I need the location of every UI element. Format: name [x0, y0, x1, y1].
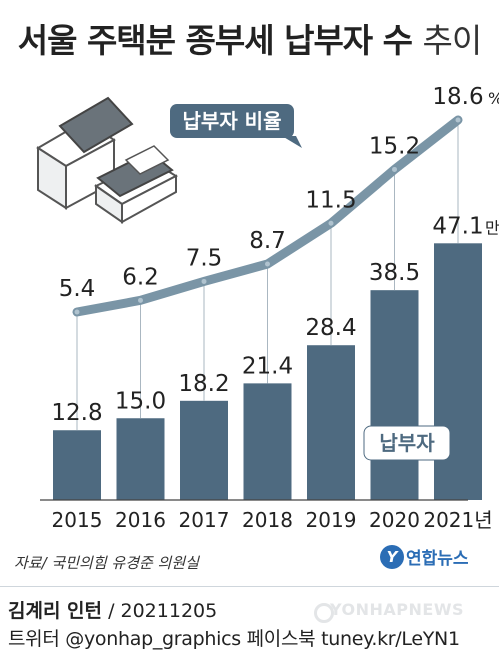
x-axis: 2015 2016 2017 2018 2019 2020 2021년	[40, 499, 493, 532]
chart-canvas: 12.8 15.0 18.2 21.4 28.4 38.5 47.1만명 5.4 6.2 7.5 8…	[36, 84, 499, 532]
bar-value-label: 38.5	[369, 260, 420, 286]
count-legend-callout: 납부자	[363, 425, 451, 461]
x-tick-label: 2017	[179, 508, 230, 532]
yonhap-logo: Y 연합뉴스	[380, 544, 469, 569]
x-tick-label: 2019	[306, 508, 357, 532]
ratio-point	[138, 297, 143, 303]
credit-date: / 20211205	[108, 600, 218, 622]
yonhap-logo-text: 연합뉴스	[406, 549, 469, 569]
ratio-point	[74, 309, 80, 315]
ratio-value-label: 7.5	[186, 245, 223, 271]
footer-divider	[0, 586, 499, 587]
bar	[180, 400, 228, 500]
ratio-point	[455, 117, 461, 123]
chart-title: 서울 주택분 종부세 납부자 수 추이	[0, 14, 499, 62]
ratio-point	[201, 278, 207, 284]
yonhap-logo-icon: Y	[380, 544, 404, 569]
ratio-value-label: 15.2	[369, 133, 420, 159]
source-note: 자료/ 국민의힘 유경준 의원실	[14, 554, 199, 572]
bar	[243, 383, 292, 500]
bar	[307, 345, 355, 500]
ratio-line-series	[72, 115, 463, 431]
watermark-icon	[314, 603, 334, 623]
ratio-point	[265, 261, 270, 267]
data-labels: 12.8 15.0 18.2 21.4 28.4 38.5 47.1만명 5.4 6.2 7.5 8…	[51, 84, 499, 426]
bar-value-label: 28.4	[305, 315, 356, 341]
x-tick-label: 2020	[369, 508, 420, 532]
x-tick-label: 2016	[115, 508, 166, 532]
ratio-value-label: 5.4	[59, 276, 96, 302]
chart-title-main: 서울 주택분 종부세 납부자 수	[17, 21, 413, 60]
watermark: YONHAPNEWS	[330, 600, 464, 619]
bar-unit-label: 만명	[485, 218, 499, 237]
ratio-point	[328, 220, 334, 226]
bar-value-label: 47.1	[432, 213, 483, 239]
bar	[53, 430, 101, 500]
bar	[370, 290, 419, 500]
ratio-value-label: 8.7	[249, 228, 286, 254]
house-icon	[36, 96, 179, 224]
bar-value-label: 18.2	[178, 371, 229, 397]
bar-value-label: 12.8	[51, 400, 102, 426]
bar-value-label: 21.4	[242, 353, 293, 379]
ratio-value-label: 11.5	[305, 187, 356, 213]
social-footer: 트위터 @yonhap_graphics 페이스북 tuney.kr/LeYN1	[8, 628, 460, 650]
ratio-legend-callout: 납부자 비율	[170, 104, 302, 148]
credit-line: 김계리 인턴 / 20211205	[8, 596, 217, 623]
ratio-value-label: 18.6	[432, 84, 483, 110]
ratio-unit-label: %	[488, 89, 499, 108]
count-legend-label: 납부자	[379, 431, 435, 455]
x-tick-label: 2015	[52, 508, 103, 532]
ratio-point	[392, 166, 397, 172]
ratio-legend-label: 납부자 비율	[183, 109, 282, 133]
x-tick-label: 2021년	[423, 508, 492, 532]
bar-value-label: 15.0	[115, 388, 166, 414]
x-tick-label: 2018	[242, 508, 293, 532]
bar	[434, 243, 482, 500]
bar-series	[53, 243, 482, 500]
chart-title-suffix: 추이	[422, 21, 483, 60]
credit-author: 김계리 인턴	[8, 600, 103, 622]
bar	[116, 418, 165, 500]
ratio-value-label: 6.2	[122, 264, 159, 290]
